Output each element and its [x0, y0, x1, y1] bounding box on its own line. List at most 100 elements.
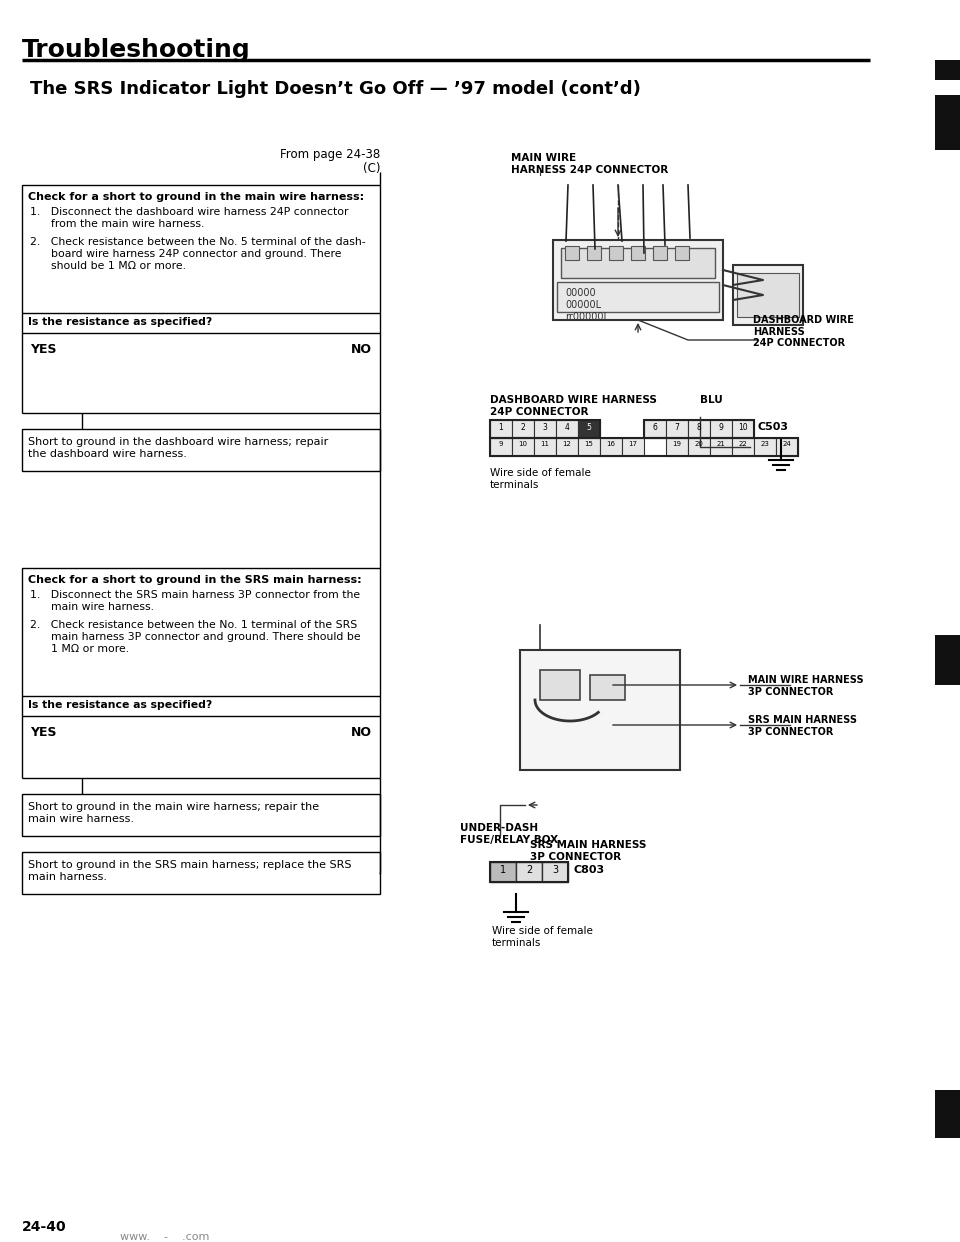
Text: 1.   Disconnect the SRS main harness 3P connector from the: 1. Disconnect the SRS main harness 3P co…: [30, 590, 360, 600]
Text: 2: 2: [520, 424, 525, 432]
Text: 24: 24: [782, 441, 791, 447]
Bar: [688, 420, 710, 438]
Bar: [490, 438, 798, 456]
Bar: [490, 420, 512, 438]
Text: The SRS Indicator Light Doesn’t Go Off — ’97 model (cont’d): The SRS Indicator Light Doesn’t Go Off —…: [30, 79, 641, 98]
Text: 00000L: 00000L: [565, 301, 601, 310]
Text: 1.   Disconnect the dashboard wire harness 24P connector: 1. Disconnect the dashboard wire harness…: [30, 207, 348, 217]
Text: Wire side of female
terminals: Wire side of female terminals: [490, 468, 590, 489]
Text: 3: 3: [542, 424, 547, 432]
Bar: [22, 568, 380, 715]
Text: DASHBOARD WIRE
HARNESS
24P CONNECTOR: DASHBOARD WIRE HARNESS 24P CONNECTOR: [753, 315, 853, 348]
Bar: [534, 420, 556, 438]
Text: 23: 23: [760, 441, 769, 447]
Text: board wire harness 24P connector and ground. There: board wire harness 24P connector and gro…: [30, 248, 342, 260]
Bar: [935, 60, 960, 79]
Text: 17: 17: [629, 441, 637, 447]
Text: rr00000L: rr00000L: [565, 312, 609, 322]
Text: Short to ground in the main wire harness; repair the
main wire harness.: Short to ground in the main wire harness…: [28, 802, 319, 823]
Text: 2: 2: [526, 864, 532, 876]
Text: 2.   Check resistance between the No. 5 terminal of the dash-: 2. Check resistance between the No. 5 te…: [30, 237, 366, 247]
Text: BLU: BLU: [700, 395, 723, 405]
Text: 12: 12: [563, 441, 571, 447]
Bar: [512, 438, 534, 456]
Text: C503: C503: [757, 422, 788, 432]
Text: 11: 11: [540, 441, 549, 447]
Bar: [556, 438, 578, 456]
Bar: [675, 246, 689, 260]
Text: 21: 21: [716, 441, 726, 447]
Bar: [600, 438, 622, 456]
Bar: [754, 438, 776, 456]
Text: 2.   Check resistance between the No. 1 terminal of the SRS: 2. Check resistance between the No. 1 te…: [30, 620, 357, 630]
Text: 24-40: 24-40: [22, 1220, 66, 1235]
Text: Troubleshooting: Troubleshooting: [22, 39, 251, 62]
Bar: [22, 428, 380, 471]
Text: Check for a short to ground in the main wire harness:: Check for a short to ground in the main …: [28, 193, 364, 202]
Text: 3: 3: [552, 864, 558, 876]
Text: Is the resistance as specified?: Is the resistance as specified?: [28, 700, 212, 710]
Text: 16: 16: [607, 441, 615, 447]
Text: Wire side of female
terminals: Wire side of female terminals: [492, 927, 593, 948]
Bar: [737, 273, 799, 317]
Text: NO: NO: [351, 343, 372, 356]
Text: main wire harness.: main wire harness.: [30, 602, 154, 612]
Text: 7: 7: [675, 424, 680, 432]
Bar: [644, 420, 754, 438]
Text: 1 MΩ or more.: 1 MΩ or more.: [30, 645, 130, 655]
Bar: [622, 438, 644, 456]
Text: www.    -    .com: www. - .com: [120, 1232, 209, 1242]
Bar: [542, 862, 568, 882]
Text: MAIN WIRE HARNESS
3P CONNECTOR: MAIN WIRE HARNESS 3P CONNECTOR: [748, 674, 864, 697]
Text: 1: 1: [498, 424, 503, 432]
Bar: [732, 420, 754, 438]
Text: 20: 20: [695, 441, 704, 447]
Text: Short to ground in the SRS main harness; replace the SRS
main harness.: Short to ground in the SRS main harness;…: [28, 859, 351, 882]
Bar: [512, 420, 534, 438]
Bar: [22, 852, 380, 894]
Text: YES: YES: [30, 727, 57, 739]
Bar: [590, 674, 625, 700]
Text: should be 1 MΩ or more.: should be 1 MΩ or more.: [30, 261, 186, 271]
Bar: [688, 438, 710, 456]
Text: 5: 5: [587, 424, 591, 432]
Bar: [776, 438, 798, 456]
Bar: [653, 246, 667, 260]
Bar: [490, 862, 568, 882]
Text: UNDER-DASH
FUSE/RELAY BOX: UNDER-DASH FUSE/RELAY BOX: [460, 823, 558, 845]
Text: From page 24-38: From page 24-38: [279, 148, 380, 161]
Bar: [520, 650, 680, 770]
Bar: [488, 175, 868, 390]
Bar: [553, 240, 723, 320]
Text: 8: 8: [697, 424, 702, 432]
Bar: [644, 420, 666, 438]
Bar: [556, 420, 578, 438]
Text: main harness 3P connector and ground. There should be: main harness 3P connector and ground. Th…: [30, 632, 361, 642]
Text: from the main wire harness.: from the main wire harness.: [30, 219, 204, 229]
Text: DASHBOARD WIRE HARNESS
24P CONNECTOR: DASHBOARD WIRE HARNESS 24P CONNECTOR: [490, 395, 657, 416]
Text: 19: 19: [673, 441, 682, 447]
Bar: [587, 246, 601, 260]
Bar: [710, 420, 732, 438]
Text: SRS MAIN HARNESS
3P CONNECTOR: SRS MAIN HARNESS 3P CONNECTOR: [530, 840, 646, 862]
Bar: [935, 94, 960, 150]
Bar: [516, 862, 542, 882]
Bar: [490, 862, 516, 882]
Text: 10: 10: [738, 424, 748, 432]
Text: YES: YES: [30, 343, 57, 356]
Bar: [631, 246, 645, 260]
Text: 9: 9: [499, 441, 503, 447]
Text: Check for a short to ground in the SRS main harness:: Check for a short to ground in the SRS m…: [28, 575, 362, 585]
Bar: [732, 438, 754, 456]
Bar: [578, 420, 600, 438]
Bar: [561, 248, 715, 278]
Bar: [540, 669, 580, 700]
Text: Is the resistance as specified?: Is the resistance as specified?: [28, 317, 212, 327]
Bar: [666, 438, 688, 456]
Bar: [490, 438, 512, 456]
Text: 1: 1: [500, 864, 506, 876]
Bar: [490, 420, 600, 438]
Text: Short to ground in the dashboard wire harness; repair
the dashboard wire harness: Short to ground in the dashboard wire ha…: [28, 437, 328, 458]
Text: 9: 9: [719, 424, 724, 432]
Bar: [490, 620, 740, 815]
